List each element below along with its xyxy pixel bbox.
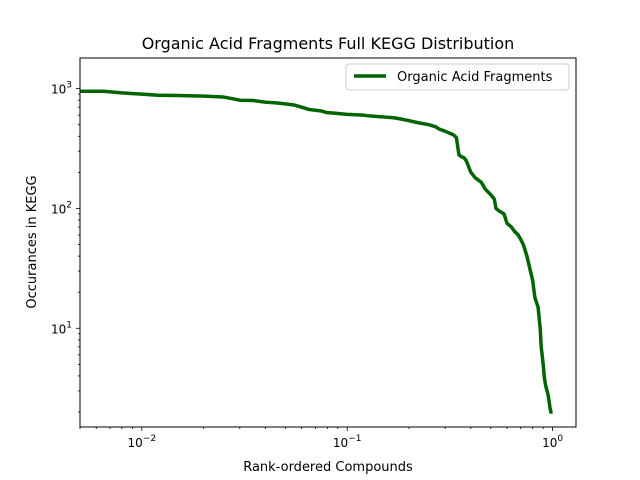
y-axis-ticks: 101 102 103 (51, 81, 80, 413)
y-tick-label: 103 (51, 81, 72, 97)
x-tick-label: 10−1 (333, 434, 362, 450)
x-tick-label: 100 (542, 434, 563, 450)
legend: Organic Acid Fragments (345, 63, 570, 91)
chart-title: Organic Acid Fragments Full KEGG Distrib… (142, 34, 515, 53)
legend-label: Organic Acid Fragments (397, 70, 553, 85)
y-tick-label: 102 (51, 200, 72, 216)
plot-frame (79, 57, 577, 428)
x-tick-label: 10−2 (128, 434, 157, 450)
plot-area (79, 57, 577, 428)
y-tick-label: 101 (51, 320, 72, 336)
series-layer (80, 89, 554, 414)
series-line-0 (80, 89, 554, 414)
x-axis-label: Rank-ordered Compounds (243, 460, 413, 475)
legend-box (345, 63, 570, 91)
x-axis-ticks: 10−2 10−1 100 (79, 427, 563, 450)
y-axis-label: Occurances in KEGG (25, 175, 40, 308)
